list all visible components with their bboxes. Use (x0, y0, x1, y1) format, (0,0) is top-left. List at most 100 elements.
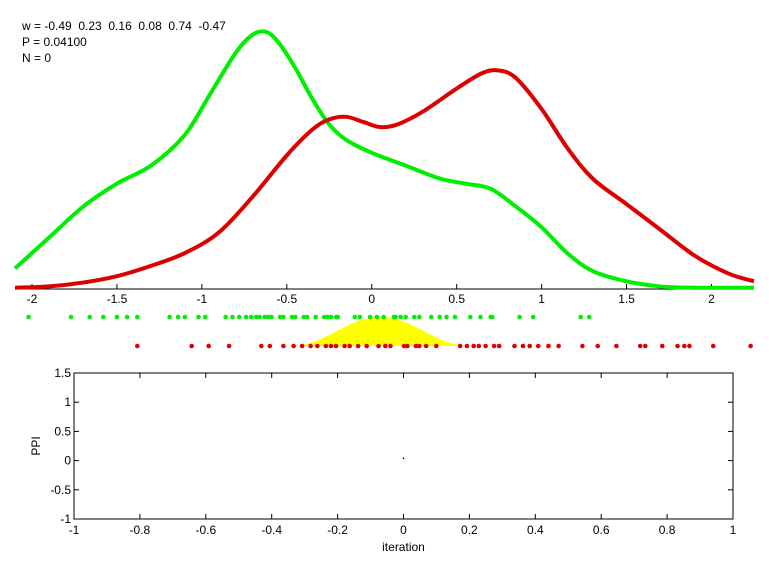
green-sample-point (367, 314, 373, 320)
red-sample-point (614, 343, 619, 349)
green-sample-point (452, 314, 458, 320)
green-sample-point (304, 314, 310, 320)
green-sample-point (265, 314, 271, 320)
top-x-tick-label: -0.5 (276, 292, 297, 306)
red-sample-point (383, 343, 388, 349)
red-sample-point (189, 343, 194, 349)
red-sample-point (364, 343, 369, 349)
red-sample-point (299, 343, 305, 349)
red-sample-point (476, 343, 482, 349)
green-sample-point (223, 314, 228, 320)
green-sample-point (257, 314, 262, 320)
red-sample-point (687, 343, 692, 349)
red-sample-point (206, 343, 211, 349)
ppi-x-tick-label: -0.2 (327, 523, 348, 537)
red-sample-point (328, 343, 334, 349)
ppi-x-tick-label: 1 (730, 523, 737, 537)
ppi-data-point (402, 457, 405, 460)
p-value-readout: P = 0.04100 (22, 35, 87, 49)
green-sample-point (335, 314, 341, 320)
green-sample-point (578, 314, 584, 320)
red-sample-point (457, 343, 463, 349)
red-sample-point (417, 343, 422, 349)
green-sample-point (236, 314, 242, 320)
ppi-x-tick-label: -1 (69, 523, 80, 537)
green-sample-point (196, 314, 201, 320)
green-sample-point (417, 314, 422, 320)
green-sample-point (68, 314, 74, 320)
green-sample-point (253, 314, 259, 320)
green-sample-point (490, 314, 495, 320)
red-sample-point (710, 343, 716, 349)
green-sample-point (393, 314, 398, 320)
red-sample-point (748, 343, 753, 349)
ppi-y-tick-label: 0.5 (54, 424, 71, 438)
red-sample-point (355, 343, 361, 349)
red-sample-point (471, 343, 476, 349)
green-sample-point (403, 314, 409, 320)
red-sample-point (291, 343, 296, 349)
red-sample-point (308, 343, 313, 349)
green-sample-point (313, 314, 318, 320)
green-sample-point (175, 314, 181, 320)
green-sample-point (586, 314, 592, 320)
ppi-x-tick-label: -0.4 (261, 523, 282, 537)
top-x-tick-label: 1.5 (618, 292, 635, 306)
yellow-density-area (278, 317, 474, 346)
green-density-curve (13, 29, 755, 290)
ppi-x-tick-label: 0.2 (461, 523, 478, 537)
n-readout: N = 0 (22, 51, 52, 65)
red-sample-point (342, 343, 347, 349)
top-x-tick-label: 0 (368, 292, 375, 306)
green-sample-point (530, 314, 536, 320)
ppi-x-tick-label: 0.6 (593, 523, 610, 537)
red-sample-point (401, 343, 407, 349)
green-sample-point (281, 314, 286, 320)
ppi-y-tick-label: 1 (64, 395, 71, 409)
green-sample-point (124, 314, 130, 320)
green-sample-point (230, 314, 235, 320)
green-sample-point (328, 314, 334, 320)
red-sample-point (637, 343, 643, 349)
ppi-x-tick-label: 0 (400, 523, 407, 537)
red-sample-point (226, 343, 232, 349)
density-curves-chart: -2 -1.5 -1 -0.5 0 0.5 1 1.5 2 (13, 29, 755, 306)
green-sample-point (135, 314, 140, 320)
green-sample-point (444, 314, 449, 320)
green-sample-point (357, 314, 363, 320)
top-x-tick-label: 2 (708, 292, 715, 306)
green-sample-point (381, 314, 386, 320)
red-sample-point (512, 343, 517, 349)
green-sample-point (437, 314, 443, 320)
red-sample-point (405, 343, 410, 349)
green-sample-point (289, 314, 295, 320)
green-sample-point (182, 314, 188, 320)
ppi-y-tick-label: -1 (60, 512, 71, 526)
green-sample-point (26, 314, 31, 320)
red-sample-point (556, 343, 561, 349)
red-sample-point (259, 343, 264, 349)
red-sample-point (135, 343, 140, 349)
top-x-tick-label: -1 (197, 292, 208, 306)
top-x-tick-label: -2 (27, 292, 38, 306)
red-sample-point (580, 343, 585, 349)
red-sample-point (323, 343, 329, 349)
ppi-x-tick-label: -0.8 (130, 523, 151, 537)
green-sample-point (325, 314, 330, 320)
weights-readout: w = -0.49 0.23 0.16 0.08 0.74 -0.47 (22, 19, 226, 33)
red-sample-point (413, 343, 419, 349)
green-sample-point (293, 314, 298, 320)
ppi-y-tick-label: 0 (64, 454, 71, 468)
green-sample-point (517, 314, 522, 320)
red-sample-point (281, 343, 286, 349)
green-sample-point (301, 314, 307, 320)
red-sample-point (376, 343, 381, 349)
ppi-y-tick-label: 1.5 (54, 366, 71, 380)
green-sample-point (478, 314, 483, 320)
green-sample-point (202, 314, 208, 320)
green-sample-point (114, 314, 120, 320)
green-sample-point (243, 314, 249, 320)
green-sample-point (248, 314, 254, 320)
red-sample-point (496, 343, 502, 349)
red-sample-point (434, 343, 439, 349)
